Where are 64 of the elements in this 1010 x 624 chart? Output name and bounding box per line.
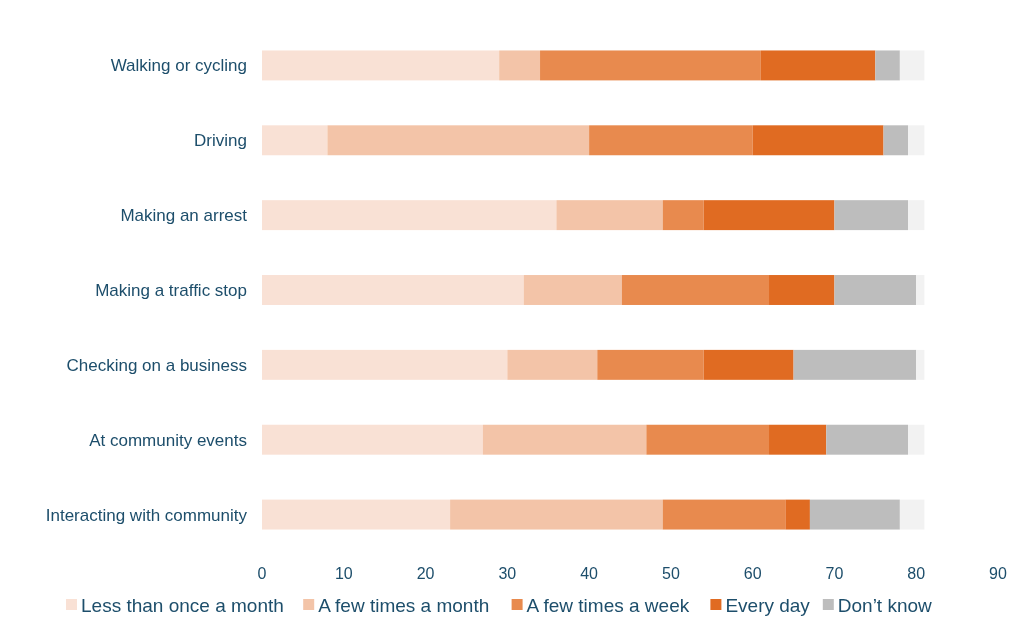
- bar: [262, 499, 451, 530]
- bar: [899, 50, 925, 81]
- bar: [769, 424, 827, 455]
- y-tick-label: Interacting with community: [45, 505, 248, 525]
- bar: [662, 200, 704, 231]
- bar: [507, 349, 598, 380]
- bar: [908, 424, 925, 455]
- x-tick-label: 70: [825, 565, 844, 582]
- legend-label: Less than once a month: [81, 595, 284, 616]
- bar: [752, 125, 884, 156]
- bar: [834, 200, 909, 231]
- x-tick-label: 50: [661, 565, 680, 582]
- y-tick-label: Driving: [194, 131, 247, 151]
- bar: [621, 275, 770, 305]
- bar: [262, 275, 524, 305]
- legend-label: Every day: [725, 595, 811, 616]
- bar: [262, 200, 557, 231]
- y-tick-label: Making a traffic stop: [95, 280, 247, 300]
- bar: [499, 50, 541, 81]
- legend-label: Don’t know: [837, 595, 933, 616]
- bar: [523, 275, 622, 305]
- bar: [589, 125, 753, 156]
- bar: [327, 125, 590, 156]
- bar: [883, 125, 909, 156]
- bar: [769, 275, 835, 305]
- x-tick-label: 30: [498, 565, 517, 582]
- bar: [482, 424, 647, 455]
- bar: [703, 200, 835, 231]
- bar: [703, 349, 794, 380]
- bar: [262, 125, 328, 156]
- y-tick-label: Walking or cycling: [110, 56, 247, 76]
- legend-label: A few times a week: [526, 595, 690, 616]
- x-tick-label: 20: [416, 565, 435, 582]
- bar: [826, 424, 909, 455]
- bar: [875, 50, 900, 81]
- bar: [262, 349, 508, 380]
- x-tick-label: 90: [989, 565, 1007, 582]
- bar: [450, 499, 663, 530]
- bar: [834, 275, 917, 305]
- bar: [597, 349, 704, 380]
- legend-label: A few times a month: [318, 595, 490, 616]
- y-tick-label: Checking on a business: [66, 355, 247, 375]
- bar: [760, 50, 876, 81]
- bar: [908, 125, 925, 156]
- y-tick-label: At community events: [89, 430, 247, 450]
- x-tick-label: 60: [743, 565, 762, 582]
- bar: [916, 275, 925, 305]
- x-tick-label: 40: [580, 565, 599, 582]
- bar: [785, 499, 810, 530]
- x-tick-label: 80: [907, 565, 926, 582]
- bar: [262, 424, 483, 455]
- bar: [793, 349, 917, 380]
- bar: [262, 50, 500, 81]
- bar: [540, 50, 761, 81]
- bar: [899, 499, 925, 530]
- bar: [908, 200, 925, 231]
- bar: [916, 349, 925, 380]
- x-tick-label: 0: [257, 565, 267, 582]
- bar: [662, 499, 786, 530]
- x-tick-label: 10: [334, 565, 353, 582]
- bar: [809, 499, 900, 530]
- y-tick-label: Making an arrest: [120, 206, 248, 226]
- bar: [646, 424, 770, 455]
- bar: [556, 200, 663, 231]
